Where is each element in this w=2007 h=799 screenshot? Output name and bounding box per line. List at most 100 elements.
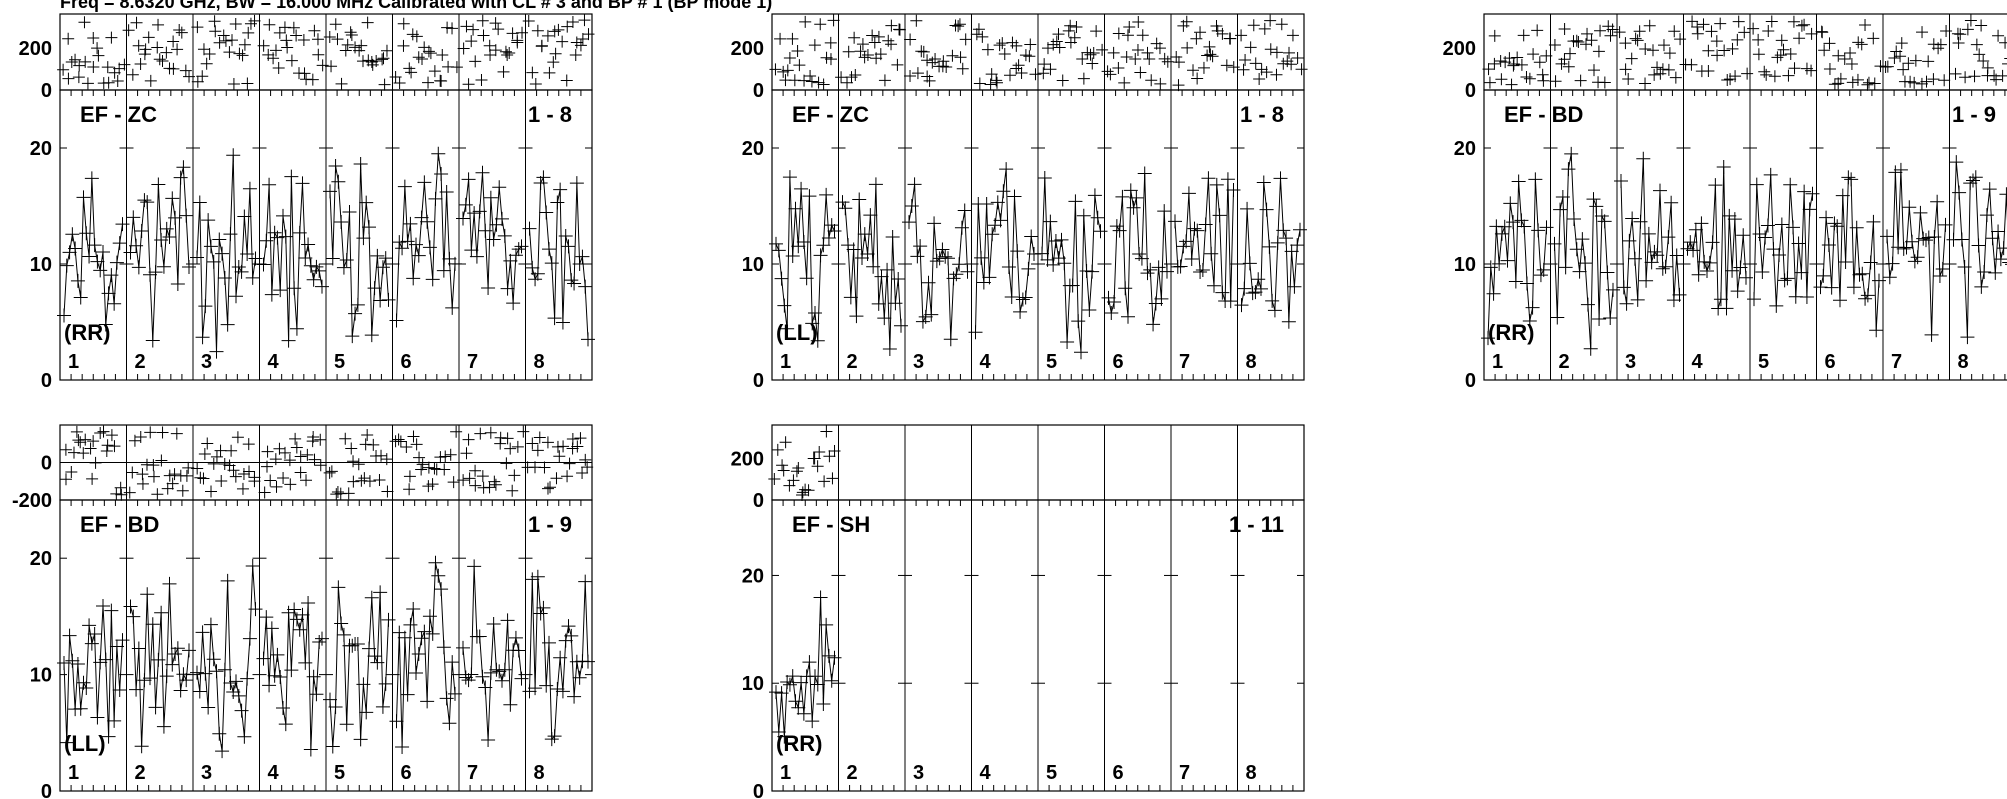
- amplitude-series-line: [908, 184, 968, 340]
- range-label: 1 - 9: [528, 512, 572, 537]
- phase-point: [410, 30, 423, 43]
- phase-point: [1488, 29, 1501, 42]
- amplitude-point: [137, 193, 152, 208]
- phase-point: [329, 18, 342, 31]
- antenna-label: 2: [847, 351, 858, 373]
- phase-point: [65, 55, 78, 68]
- phase-point: [1752, 33, 1765, 46]
- phase-point: [312, 48, 325, 61]
- amplitude-point: [434, 582, 449, 597]
- amplitude-point: [1198, 217, 1213, 232]
- phase-point: [1237, 63, 1250, 76]
- amplitude-point: [796, 706, 811, 721]
- phase-point: [1145, 74, 1158, 87]
- phase-point: [541, 436, 554, 449]
- amplitude-point: [331, 580, 346, 595]
- phase-point: [1084, 48, 1097, 61]
- phase-point: [1598, 76, 1611, 89]
- amplitude-point: [170, 276, 185, 291]
- amplitude-point: [528, 272, 543, 287]
- phase-point: [156, 54, 169, 67]
- amplitude-point: [375, 260, 390, 275]
- amplitude-point: [1550, 310, 1565, 325]
- amplitude-point: [511, 643, 526, 658]
- phase-point: [450, 425, 463, 438]
- amplitude-point: [190, 250, 204, 265]
- amplitude-point: [1074, 345, 1088, 360]
- amplitude-point: [301, 596, 316, 611]
- amplitude-point: [808, 305, 822, 320]
- phase-point: [182, 461, 195, 474]
- amplitude-point: [397, 630, 412, 645]
- phase-point: [424, 47, 437, 60]
- amplitude-point: [1907, 254, 1922, 269]
- range-label: 1 - 8: [1240, 102, 1284, 127]
- phase-point: [506, 27, 519, 40]
- phase-point: [1758, 65, 1771, 78]
- amplitude-point: [1819, 210, 1834, 225]
- amplitude-point: [827, 223, 842, 238]
- phase-point: [828, 445, 841, 458]
- phase-point: [1121, 29, 1134, 42]
- amplitude-point: [273, 283, 288, 298]
- amplitude-point: [1844, 172, 1859, 187]
- amplitude-point: [306, 272, 321, 287]
- phase-point: [1581, 27, 1594, 40]
- phase-point: [214, 444, 227, 457]
- amplitude-point: [87, 626, 102, 641]
- amplitude-point: [422, 609, 437, 624]
- amplitude-point: [1719, 301, 1734, 316]
- amplitude-point: [1010, 244, 1025, 259]
- phase-point: [1187, 64, 1200, 77]
- phase-point: [1657, 39, 1670, 52]
- amplitude-point: [941, 251, 955, 266]
- amplitude-point: [356, 231, 371, 246]
- amplitude-point: [1766, 242, 1781, 257]
- amplitude-point: [79, 226, 94, 241]
- phase-point: [522, 15, 535, 28]
- phase-point: [1153, 42, 1166, 55]
- amplitude-point: [381, 292, 396, 307]
- amplitude-point: [539, 205, 554, 220]
- phase-point: [147, 470, 160, 483]
- amplitude-point: [1960, 330, 1975, 345]
- amplitude-point: [1104, 306, 1119, 321]
- amplitude-series-line: [396, 153, 456, 321]
- amplitude-point: [406, 601, 421, 616]
- amplitude-point: [57, 308, 71, 323]
- phase-point: [561, 470, 574, 483]
- phase-point: [173, 24, 186, 37]
- phase-point: [904, 33, 917, 46]
- amplitude-point: [123, 245, 138, 260]
- amplitude-point: [785, 248, 800, 263]
- amplitude-point: [306, 669, 321, 684]
- amplitude-series-line: [1554, 153, 1614, 349]
- panel-4: 1 2 3 4 5 6 7 8 -200 0 0 10 20 EF - BD 1 - 9 (LL): [12, 424, 595, 799]
- phase-point: [469, 464, 482, 477]
- amplitude-point: [525, 572, 540, 587]
- amplitude-series-line: [396, 562, 456, 747]
- phase-point: [1949, 67, 1962, 80]
- amplitude-point: [264, 287, 279, 302]
- amplitude-point: [281, 605, 296, 620]
- phase-point: [1702, 44, 1715, 57]
- amplitude-point: [1220, 172, 1235, 187]
- phase-point: [176, 484, 189, 497]
- amplitude-point: [267, 668, 282, 683]
- phase-point: [290, 441, 303, 454]
- phase-point: [579, 453, 592, 466]
- amplitude-point: [1957, 259, 1972, 274]
- amplitude-point: [411, 646, 426, 661]
- phase-point: [339, 432, 352, 445]
- amplitude-point: [1716, 159, 1731, 174]
- amplitude-point: [1160, 264, 1174, 279]
- amplitude-point: [1763, 167, 1778, 182]
- amplitude-point: [217, 662, 232, 677]
- phase-point: [1726, 42, 1739, 55]
- phase-point: [818, 475, 831, 488]
- phase-point: [557, 440, 570, 453]
- phase-point: [191, 21, 204, 34]
- phase-point: [1264, 14, 1277, 27]
- phase-point: [1270, 68, 1283, 81]
- amplitude-point: [312, 263, 327, 278]
